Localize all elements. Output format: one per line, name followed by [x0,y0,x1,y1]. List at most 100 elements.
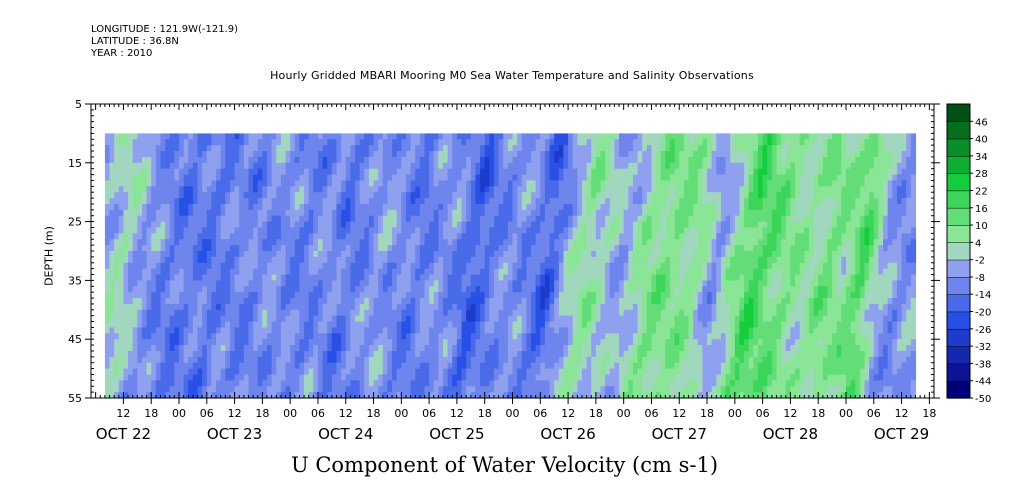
heat-cell [313,392,319,399]
heat-cell [128,327,134,334]
heat-cell [614,251,620,258]
heat-cell [568,145,574,152]
heat-cell [563,262,569,270]
heat-cell [392,333,398,340]
heat-cell [132,251,138,258]
heat-cell [267,280,273,287]
heat-cell [109,262,115,270]
heat-cell [419,292,426,299]
heat-cell [188,145,194,152]
heat-cell [554,368,560,376]
heat-cell [216,380,222,387]
heat-cell [521,209,527,217]
heat-cell [104,215,111,223]
heat-cell [165,350,171,358]
heat-cell [415,203,421,211]
heat-cell [415,162,421,170]
heat-cell [507,151,514,158]
heat-cell [419,298,426,305]
heat-cell [137,203,143,211]
heat-cell [267,350,273,358]
heat-cell [285,333,291,340]
heat-cell [327,233,333,240]
heat-cell [373,168,379,176]
heat-cell [549,321,555,329]
heat-cell [109,156,115,164]
heat-cell [424,186,430,193]
heat-cell [405,268,412,276]
heat-cell [605,309,611,317]
heat-cell [433,256,439,264]
heat-cell [595,345,602,352]
heat-cell [401,256,407,264]
heat-cell [359,292,365,299]
heat-cell [554,350,560,358]
heat-cell [410,239,416,246]
heat-cell [614,151,620,158]
heat-cell [456,315,463,323]
heat-cell [322,133,328,140]
heat-cell [179,280,185,287]
heat-cell [248,356,254,364]
heat-cell [429,198,435,205]
heat-cell [484,233,490,240]
heat-cell [470,368,477,376]
heat-cell [410,309,416,317]
heat-cell [609,215,615,223]
heat-cell [206,221,213,229]
heat-cell [396,133,402,140]
heat-cell [540,209,546,217]
heat-cell [118,162,125,170]
heat-cell [151,386,157,393]
heat-cell [493,268,500,276]
heat-cell [276,268,282,276]
heat-cell [267,292,273,299]
heat-cell [350,315,356,323]
heat-cell [188,321,194,329]
heat-cell [503,256,509,264]
heat-cell [609,139,615,146]
heat-cell [433,209,439,217]
heat-cell [285,356,291,364]
heat-cell [276,362,282,370]
heat-cell [595,386,602,393]
heat-cell [146,245,152,252]
heat-cell [304,209,310,217]
heat-cell [299,215,305,223]
heat-cell [572,139,578,146]
heat-cell [480,345,486,352]
heat-cell [322,215,328,223]
heat-cell [364,321,370,329]
heat-cell [234,133,240,140]
heat-cell [382,292,389,299]
heat-cell [211,292,217,299]
heat-cell [206,151,213,158]
heat-cell [109,339,115,346]
heat-cell [489,156,495,164]
heat-cell [410,386,416,393]
heat-cell [461,327,467,334]
heat-cell [169,133,175,140]
heat-cell [313,368,319,376]
heat-cell [489,139,495,146]
heat-cell [452,209,458,217]
heat-cell [600,274,606,281]
heat-cell [165,162,171,170]
heat-cell [179,198,185,205]
heat-cell [234,215,240,223]
heat-cell [234,186,240,193]
heat-cell [419,239,426,246]
heat-cell [568,180,574,187]
heat-cell [179,339,185,346]
heat-cell [257,262,263,270]
heat-cell [581,345,588,352]
heat-cell [299,198,305,205]
heat-cell [512,180,518,187]
heat-cell [123,274,129,281]
heat-cell [493,286,500,293]
heat-cell [355,151,361,158]
heat-cell [470,262,477,270]
heat-cell [382,203,389,211]
heat-cell [461,362,467,370]
